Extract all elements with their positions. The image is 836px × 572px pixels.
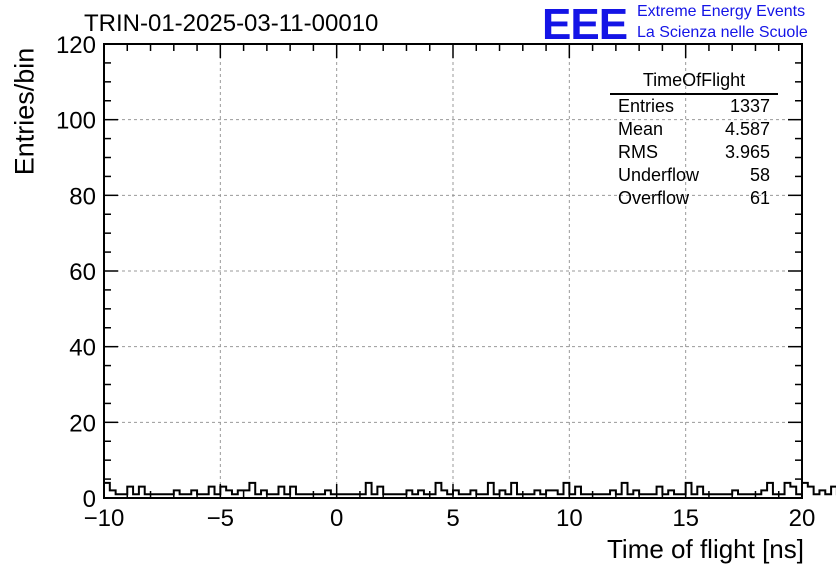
stats-value: 3.965 (724, 142, 770, 162)
eee-logo: EEE (542, 0, 628, 49)
stats-row: Overflow 61 (610, 187, 778, 210)
stats-label: Underflow (618, 165, 700, 185)
stats-value: 61 (749, 188, 770, 208)
y-tick-label: 0 (83, 486, 96, 513)
x-tick-label: 15 (672, 505, 699, 532)
logo-line-1: Extreme Energy Events (637, 3, 806, 20)
stats-title: TimeOfFlight (610, 70, 778, 95)
chart-title: TRIN-01-2025-03-11-00010 (84, 10, 379, 37)
x-axis-label: Time of flight [ns] (607, 534, 804, 564)
x-tick-label: 0 (330, 505, 343, 532)
x-tick-label: 20 (789, 505, 816, 532)
y-tick-label: 100 (56, 108, 96, 135)
stats-value: 4.587 (724, 119, 770, 139)
x-tick-label: 5 (446, 505, 459, 532)
x-tick-label: −10 (84, 505, 125, 532)
stats-row: Mean 4.587 (610, 118, 778, 141)
y-tick-label: 60 (69, 259, 96, 286)
stats-label: Mean (618, 119, 664, 139)
logo-line-2: La Scienza nelle Scuole (637, 24, 808, 41)
x-tick-labels: −10 −5 0 5 10 15 20 (84, 505, 816, 532)
stats-row: Underflow 58 (610, 164, 778, 187)
x-tick-label: −5 (207, 505, 234, 532)
y-tick-label: 20 (69, 410, 96, 437)
stats-value: 1337 (729, 96, 770, 116)
stats-label: RMS (618, 142, 658, 162)
y-tick-label: 120 (56, 32, 96, 59)
x-tick-label: 10 (556, 505, 583, 532)
y-axis-label: Entries/bin (9, 47, 40, 176)
stats-label: Entries (618, 96, 675, 116)
y-tick-labels: 0 20 40 60 80 100 120 (56, 32, 96, 513)
stats-label: Overflow (618, 188, 690, 208)
stats-row: RMS 3.965 (610, 141, 778, 164)
plot-frame (103, 43, 803, 499)
stats-box: TimeOfFlight Entries 1337 Mean 4.587 RMS 3.… (610, 70, 778, 210)
stats-value: 58 (749, 165, 770, 185)
stats-row: Entries 1337 (610, 95, 778, 118)
grid-lines (104, 44, 802, 498)
y-tick-label: 80 (69, 183, 96, 210)
y-tick-label: 40 (69, 335, 96, 362)
histogram-line (104, 481, 836, 496)
